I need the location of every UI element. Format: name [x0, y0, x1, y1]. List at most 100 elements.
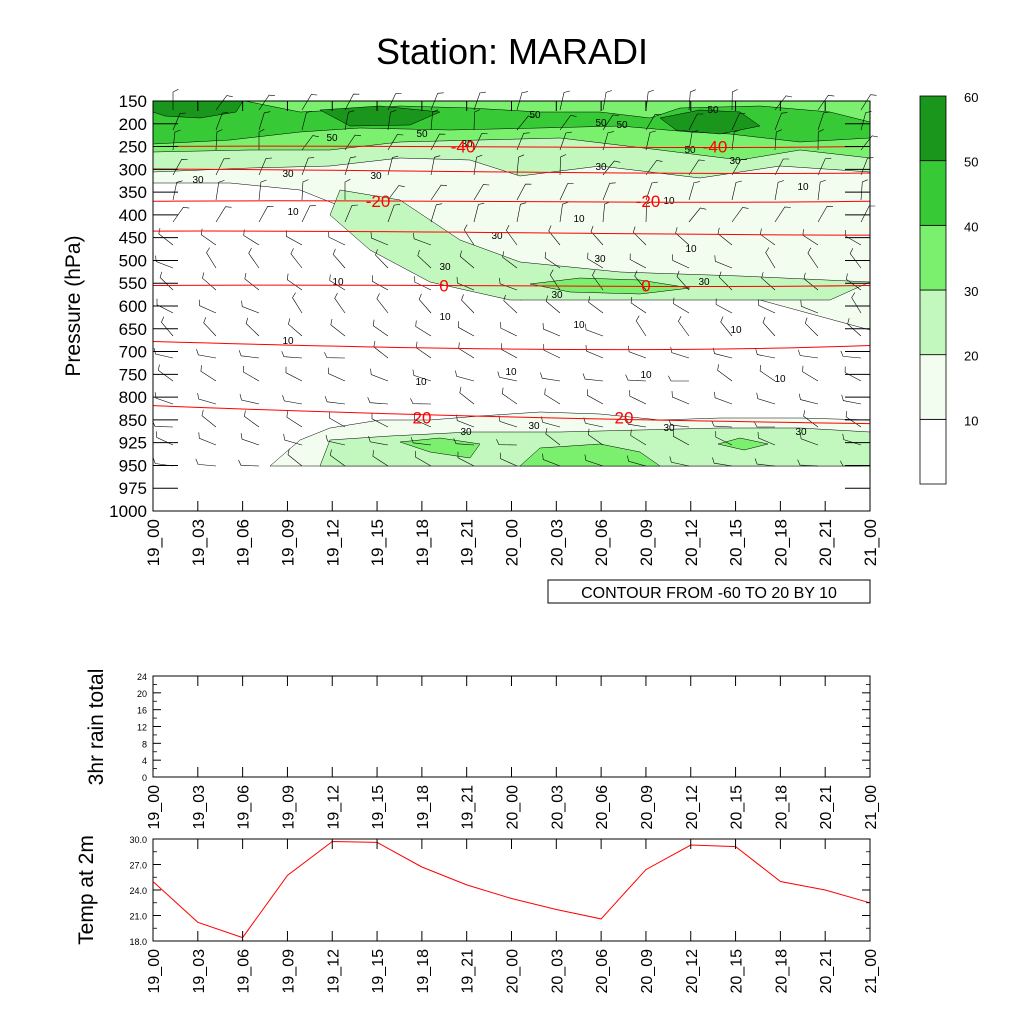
wind-barb [497, 371, 518, 382]
wind-barb [860, 205, 876, 223]
crosssection-x-tick-label: 19_18 [413, 519, 432, 566]
wind-barb [797, 349, 819, 359]
wind-barb [516, 154, 525, 176]
wind-barb [645, 114, 662, 131]
wind-barb [516, 183, 532, 201]
wind-barb [258, 129, 265, 150]
wind-barb [797, 459, 819, 467]
colorbar-label: 10 [964, 413, 978, 428]
wind-barb [688, 113, 704, 131]
wind-barb [244, 410, 260, 428]
wind-barb [258, 205, 274, 223]
colorbar-label: 50 [964, 155, 978, 170]
wind-barb [430, 155, 441, 176]
wind-barb [717, 364, 733, 382]
wind-barb [344, 93, 360, 111]
wind-speed-contour-label: 10 [797, 182, 809, 193]
wind-barb [731, 112, 746, 131]
wind-speed-contour-label: 50 [529, 110, 541, 121]
wind-barb [258, 94, 276, 111]
wind-speed-contour-label: 50 [707, 105, 719, 116]
wind-barb [281, 351, 303, 359]
wind-barb [754, 421, 775, 428]
wind-barb [238, 459, 260, 467]
wind-barb [215, 95, 233, 111]
wind-barb [456, 276, 475, 291]
wind-barb [330, 318, 346, 337]
wind-barb [172, 112, 187, 131]
colorbar: 10 20 30 40 50 60 [919, 90, 978, 485]
wind-speed-contour-label: 10 [282, 336, 294, 347]
wind-barb [774, 95, 793, 111]
temp-x-tick-label: 19_18 [415, 949, 432, 994]
wind-speed-contour-label: 10 [573, 214, 585, 225]
crosssection-x-tick-label: 20_18 [771, 519, 790, 566]
wind-barb [371, 412, 389, 428]
wind-barb [501, 387, 518, 405]
wind-speed-contour-label: 30 [460, 427, 472, 438]
temperature-contour--40 [152, 145, 871, 149]
wind-barb [153, 348, 174, 359]
colorbar-box [919, 224, 947, 291]
wind-barb [542, 453, 561, 467]
wind-speed-contour-label: 30 [439, 262, 451, 273]
wind-speed-fill-layer [152, 100, 871, 467]
colorbar-box [919, 95, 947, 162]
wind-barb [845, 229, 862, 246]
wind-barb [516, 132, 530, 151]
wind-barb [202, 272, 217, 291]
wind-barb [774, 129, 782, 151]
temperature-contour-0 [152, 284, 871, 287]
wind-speed-contour-label: 30 [461, 139, 473, 150]
wind-barb [410, 398, 432, 405]
colorbar-label: 20 [964, 349, 978, 364]
wind-barb [544, 388, 561, 405]
wind-barb [755, 348, 776, 359]
wind-barb [198, 432, 217, 446]
wind-barb [500, 322, 518, 337]
crosssection-x-tick-label: 19_09 [278, 519, 297, 566]
temp-x-tick-label: 20_00 [505, 949, 522, 994]
wind-barb [430, 203, 443, 223]
wind-speed-contour-label: 30 [282, 169, 294, 180]
wind-speed-contour-label: 50 [416, 129, 428, 140]
crosssection-panel: 50 50 50 50 50 50 50 30 30 30 30 30 30 30 30 30 30 30 30 30… [62, 89, 880, 604]
wind-barb [413, 232, 432, 246]
wind-speed-contour-label: 30 [491, 231, 503, 242]
temperature-contour-label: 0 [439, 277, 448, 296]
wind-barb [629, 253, 647, 269]
wind-barb [414, 276, 432, 291]
rain-x-tick-label: 19_03 [191, 785, 208, 830]
pressure-tick-label: 925 [119, 434, 147, 453]
wind-barb [585, 323, 604, 337]
wind-barb [688, 181, 700, 201]
wind-barb [762, 316, 776, 337]
wind-barb [630, 429, 647, 446]
temp-x-tick-label: 19_03 [191, 949, 208, 994]
wind-barb [676, 270, 690, 291]
wind-barb [457, 451, 475, 467]
wind-barb [860, 179, 868, 201]
temp-x-tick-label: 20_03 [549, 949, 566, 994]
wind-barb [717, 227, 733, 246]
crosssection-x-tick-label: 20_09 [637, 519, 656, 566]
wind-barb [847, 318, 862, 337]
temp-x-tick-label: 19_15 [370, 949, 387, 994]
wind-barb [849, 248, 862, 269]
wind-barb [592, 269, 604, 291]
temp-x-tick-label: 19_12 [325, 949, 342, 994]
rain-x-tick-label: 19_06 [236, 785, 253, 830]
colorbar-label: 60 [964, 90, 978, 105]
wind-speed-contour-label: 30 [729, 156, 741, 167]
wind-barb [248, 247, 260, 269]
wind-barb [329, 411, 346, 428]
rain-x-tick-label: 20_00 [505, 785, 522, 830]
temperature-contour-label: -20 [636, 192, 661, 211]
rain-x-tick-label: 20_06 [594, 785, 611, 830]
wind-barb [635, 315, 647, 337]
crosssection-x-tick-label: 20_12 [682, 519, 701, 566]
wind-barb [817, 179, 826, 201]
wind-barb [559, 154, 567, 176]
crosssection-x-tick-label: 20_21 [816, 519, 835, 566]
colorbar-box [919, 289, 947, 356]
